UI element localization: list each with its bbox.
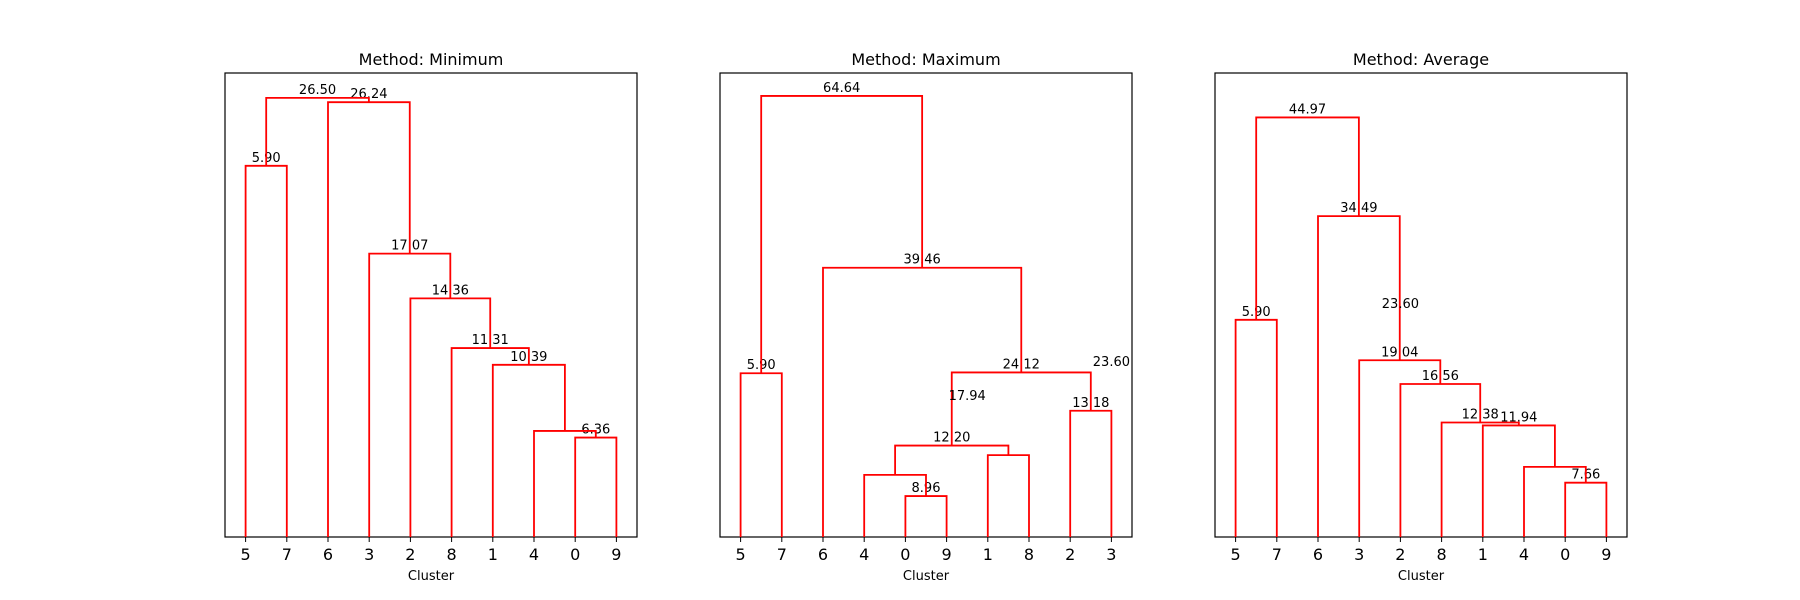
x-tick-label: 8 — [447, 545, 457, 564]
x-tick-label: 5 — [736, 545, 746, 564]
dendrogram-link — [244, 164, 288, 537]
x-axis-label: Cluster — [903, 569, 950, 584]
dendrogram-link — [574, 436, 618, 537]
dendrogram-link — [1399, 383, 1482, 537]
x-tick-label: 8 — [1024, 545, 1034, 564]
x-tick-label: 9 — [942, 545, 952, 564]
x-tick-label: 2 — [405, 545, 415, 564]
panel-title: Method: Minimum — [359, 50, 504, 69]
dendrogram-link — [368, 252, 452, 537]
merge-height-label: 44.97 — [1289, 102, 1326, 117]
dendrogram-link — [986, 454, 1030, 537]
dendrogram-link — [265, 96, 370, 166]
x-tick-label: 7 — [777, 545, 787, 564]
dendrogram-link — [327, 101, 411, 537]
merge-height-label: 64.64 — [823, 81, 860, 96]
dendrogram-link — [739, 372, 783, 537]
dendrogram-link — [863, 474, 927, 537]
x-tick-label: 2 — [1065, 545, 1075, 564]
plot-frame — [1214, 72, 1628, 538]
x-tick-label: 4 — [859, 545, 869, 564]
x-tick-label: 0 — [1560, 545, 1570, 564]
dendrogram-link — [1317, 215, 1401, 537]
x-axis-label: Cluster — [1398, 569, 1445, 584]
x-tick-label: 9 — [611, 545, 621, 564]
x-tick-label: 9 — [1601, 545, 1611, 564]
dendrogram-link — [760, 95, 924, 374]
dendrogram-link — [822, 266, 1023, 537]
x-tick-label: 6 — [818, 545, 828, 564]
x-tick-label: 3 — [1106, 545, 1116, 564]
x-tick-label: 4 — [1519, 545, 1529, 564]
merge-height-label: 23.60 — [1093, 355, 1130, 370]
x-tick-label: 6 — [323, 545, 333, 564]
x-tick-label: 6 — [1313, 545, 1323, 564]
dendrogram-link — [450, 347, 530, 537]
dendrogram-link — [491, 363, 566, 537]
dendrogram-link — [533, 430, 597, 537]
dendrogram-link — [1255, 116, 1360, 320]
dendrogram-link — [904, 495, 948, 537]
x-tick-label: 1 — [983, 545, 993, 564]
x-tick-label: 2 — [1395, 545, 1405, 564]
dendrogram-link — [1564, 481, 1608, 537]
plot-frame — [224, 72, 638, 538]
x-tick-label: 0 — [900, 545, 910, 564]
dendrogram-link — [1069, 409, 1113, 537]
merge-height-label: 26.50 — [299, 83, 336, 98]
x-tick-label: 5 — [241, 545, 251, 564]
x-tick-label: 7 — [1272, 545, 1282, 564]
merge-height-label: 17.94 — [949, 389, 986, 404]
x-tick-label: 7 — [282, 545, 292, 564]
x-tick-label: 1 — [488, 545, 498, 564]
merge-height-label: 23.60 — [1382, 297, 1419, 312]
dendrogram-link — [1234, 318, 1278, 537]
dendrogram-link — [1481, 424, 1556, 537]
x-tick-label: 0 — [570, 545, 580, 564]
x-axis-label: Cluster — [408, 569, 455, 584]
x-tick-label: 8 — [1437, 545, 1447, 564]
panel-title: Method: Maximum — [851, 50, 1000, 69]
dendrogram-link — [1440, 421, 1520, 537]
plot-frame — [719, 72, 1133, 538]
x-tick-label: 4 — [529, 545, 539, 564]
x-tick-label: 1 — [1478, 545, 1488, 564]
x-tick-label: 5 — [1231, 545, 1241, 564]
x-tick-label: 3 — [364, 545, 374, 564]
x-tick-label: 3 — [1354, 545, 1364, 564]
dendrogram-link — [894, 444, 1010, 475]
panel-title: Method: Average — [1353, 50, 1489, 69]
